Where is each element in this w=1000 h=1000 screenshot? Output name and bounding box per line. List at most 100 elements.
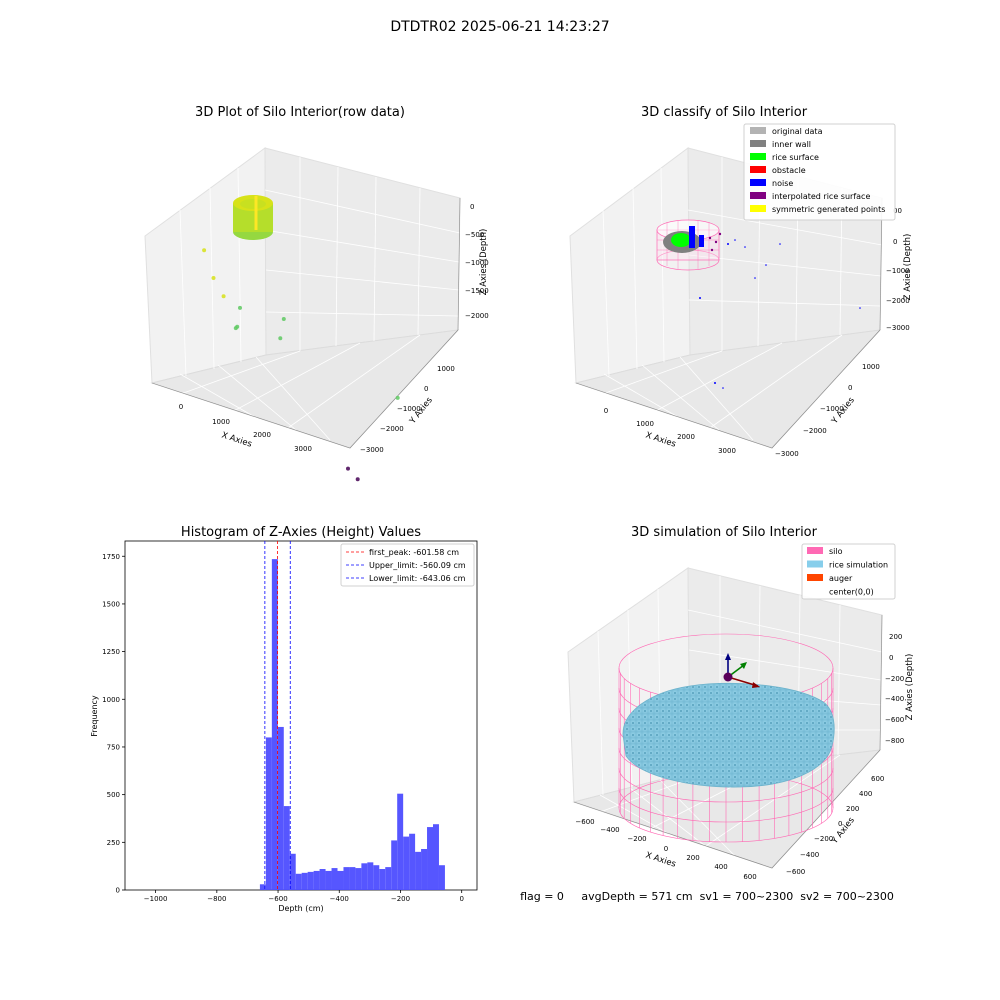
- x-tick-label: −600: [575, 818, 594, 826]
- scatter-point: [202, 248, 207, 253]
- y-tick-label: 0: [838, 820, 842, 828]
- legend-swatch: [750, 166, 766, 173]
- panel2-left-pane: [569, 147, 691, 384]
- x-tick-label: −200: [627, 835, 646, 843]
- y-ticks: 0 250 500 750 1000 1250 1500 1750: [102, 553, 125, 895]
- y-tick-label: 200: [846, 805, 859, 813]
- y-tick-label: 500: [107, 791, 120, 799]
- legend-swatch: [750, 140, 766, 147]
- histogram-bar: [391, 840, 398, 890]
- histogram-bar: [325, 870, 332, 890]
- y-tick-label: 0: [848, 384, 852, 392]
- panel4-title: 3D simulation of Silo Interior: [631, 525, 818, 540]
- z-tick-label: −1500: [465, 287, 489, 295]
- scatter-point: [238, 305, 242, 310]
- legend-label: rice surface: [772, 153, 819, 162]
- legend-label: first_peak: -601.58 cm: [369, 548, 459, 557]
- x-tick-label: 2000: [677, 433, 695, 441]
- z-tick-label: 0: [893, 238, 897, 246]
- legend-frame: [743, 123, 896, 221]
- legend-label: Lower_limit: -643.06 cm: [369, 574, 466, 583]
- histogram-bar: [265, 737, 272, 890]
- histogram-bar: [283, 806, 290, 890]
- legend-label: symmetric generated points: [772, 205, 885, 214]
- y-tick-label: 600: [871, 775, 884, 783]
- legend-entries: original data inner wall rice surface obsta…: [750, 127, 885, 214]
- figure-title: DTDTR02 2025-06-21 14:23:27: [390, 19, 609, 35]
- noise-strip: [699, 235, 704, 247]
- panel4-y-label: Y Axies: [829, 815, 857, 847]
- histogram-bar: [259, 884, 266, 890]
- legend-label: rice simulation: [829, 561, 888, 570]
- panel2-z-ticks: 00 0 −1000 −2000 −3000: [886, 207, 910, 332]
- panel2-silo-cluster: [656, 219, 861, 389]
- panel2-x-label: X Axies: [644, 430, 677, 449]
- panel1-edges: [151, 197, 461, 449]
- legend-entries: silo rice simulation auger center(0,0): [807, 547, 888, 597]
- z-tick-label: −400: [885, 695, 904, 703]
- center-marker: [723, 672, 733, 682]
- panel1-z-ticks: 0 −500 −1000 −1500 −2000: [465, 203, 489, 320]
- histogram-bar: [313, 870, 320, 890]
- z-tick-label: −600: [885, 716, 904, 724]
- legend-swatch: [750, 192, 766, 199]
- legend-label: inner wall: [772, 140, 811, 149]
- panel1-axes-box: [144, 147, 461, 449]
- legend-label: silo: [829, 547, 843, 556]
- legend-swatch: [750, 153, 766, 160]
- histogram-bar: [438, 865, 445, 890]
- panel1-z-label: Z Axies (Depth): [479, 229, 489, 296]
- rice-surface: [622, 683, 835, 788]
- x-tick-label: −200: [391, 895, 410, 903]
- x-tick-label: −400: [330, 895, 349, 903]
- x-tick-label: 0: [459, 895, 463, 903]
- histogram-bar: [319, 869, 326, 890]
- legend-label: obstacle: [772, 166, 806, 175]
- histogram-bar: [271, 559, 278, 890]
- panel1-grid: [177, 157, 461, 441]
- plot-area: [124, 540, 478, 891]
- y-axis-label: Frequency: [90, 695, 99, 737]
- x-tick-label: 1000: [212, 418, 230, 426]
- histogram-bar: [277, 726, 284, 890]
- legend-label: noise: [772, 179, 793, 188]
- y-tick-label: 1000: [437, 365, 455, 373]
- rice-surface-blob: [671, 233, 691, 247]
- y-tick-label: −2000: [803, 427, 827, 435]
- legend-frame: [340, 543, 475, 587]
- histogram-bar: [367, 862, 374, 890]
- auger: [723, 653, 760, 688]
- y-tick-label: −1000: [397, 405, 421, 413]
- panel1-points: [202, 248, 400, 482]
- z-tick-label: −500: [465, 231, 484, 239]
- legend-swatch: [750, 127, 766, 134]
- panel4-legend: silo rice simulation auger center(0,0): [801, 543, 896, 600]
- y-tick-label: 0: [116, 887, 120, 895]
- legend-label: interpolated rice surface: [772, 192, 870, 201]
- z-tick-label: −2000: [465, 312, 489, 320]
- z-tick-label: 00: [893, 207, 902, 215]
- y-tick-label: −3000: [360, 446, 384, 454]
- z-tick-label: −2000: [886, 297, 910, 305]
- panel2-y-ticks: 1000 0 −1000 −2000 −3000: [775, 363, 880, 458]
- x-tick-label: 600: [743, 873, 756, 881]
- legend-entries: first_peak: -601.58 cm Upper_limit: -560.…: [346, 548, 466, 583]
- legend-frame: [801, 543, 896, 600]
- histogram-bar: [301, 872, 308, 890]
- z-tick-label: 200: [889, 633, 902, 641]
- legend-label: center(0,0): [829, 588, 874, 597]
- z-tick-label: −200: [885, 675, 904, 683]
- z-tick-label: 0: [889, 654, 893, 662]
- panel4-x-ticks: −600 −400 −200 0 200 400 600: [575, 818, 756, 881]
- scatter-point: [211, 276, 216, 280]
- y-tick-label: 0: [424, 385, 428, 393]
- y-tick-label: 750: [107, 743, 120, 751]
- panel1-x-label: X Axies: [220, 430, 253, 449]
- y-tick-label: 1000: [862, 363, 880, 371]
- x-tick-label: 0: [604, 407, 608, 415]
- x-tick-label: 400: [714, 863, 727, 871]
- y-tick-label: −2000: [380, 425, 404, 433]
- scatter-point: [355, 477, 360, 482]
- x-tick-label: −1000: [144, 895, 168, 903]
